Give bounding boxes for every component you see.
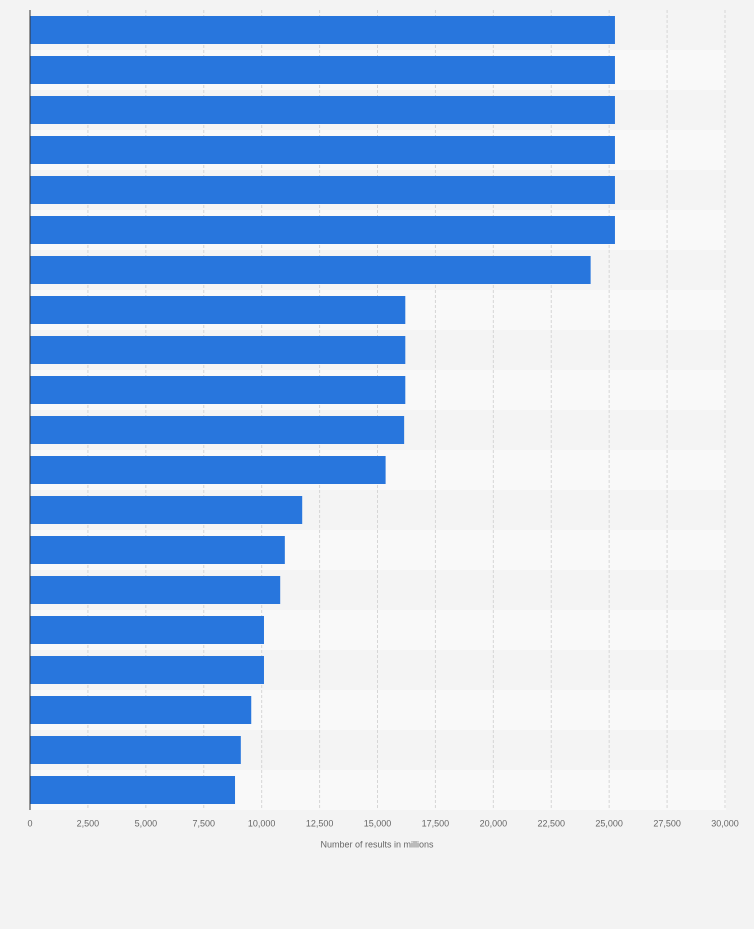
x-tick-label: 30,000: [711, 818, 739, 828]
bar: [30, 416, 405, 444]
x-tick-label: 7,500: [192, 818, 215, 828]
bar: [30, 216, 615, 244]
x-tick-label: 17,500: [422, 818, 450, 828]
x-axis-title: Number of results in millions: [320, 839, 434, 849]
x-tick-label: 22,500: [537, 818, 565, 828]
x-tick-label: 20,000: [480, 818, 508, 828]
bar: [30, 16, 615, 44]
bar: [30, 456, 386, 484]
bar: [30, 576, 281, 604]
bar: [30, 776, 236, 804]
bar: [30, 56, 615, 84]
x-tick-label: 5,000: [135, 818, 158, 828]
x-tick-label: 2,500: [77, 818, 100, 828]
bar: [30, 96, 615, 124]
bar: [30, 336, 406, 364]
bar: [30, 176, 615, 204]
x-tick-label: 15,000: [364, 818, 392, 828]
bar: [30, 256, 591, 284]
bar: [30, 496, 303, 524]
x-tick-label: 12,500: [306, 818, 334, 828]
bar: [30, 536, 285, 564]
x-tick-label: 27,500: [653, 818, 681, 828]
x-tick-label: 0: [27, 818, 32, 828]
bar: [30, 696, 252, 724]
x-tick-label: 25,000: [595, 818, 623, 828]
x-tick-label: 10,000: [248, 818, 276, 828]
bar: [30, 296, 406, 324]
bar: [30, 736, 241, 764]
bar: [30, 616, 264, 644]
bar: [30, 376, 406, 404]
bar: [30, 136, 615, 164]
bar: [30, 656, 264, 684]
